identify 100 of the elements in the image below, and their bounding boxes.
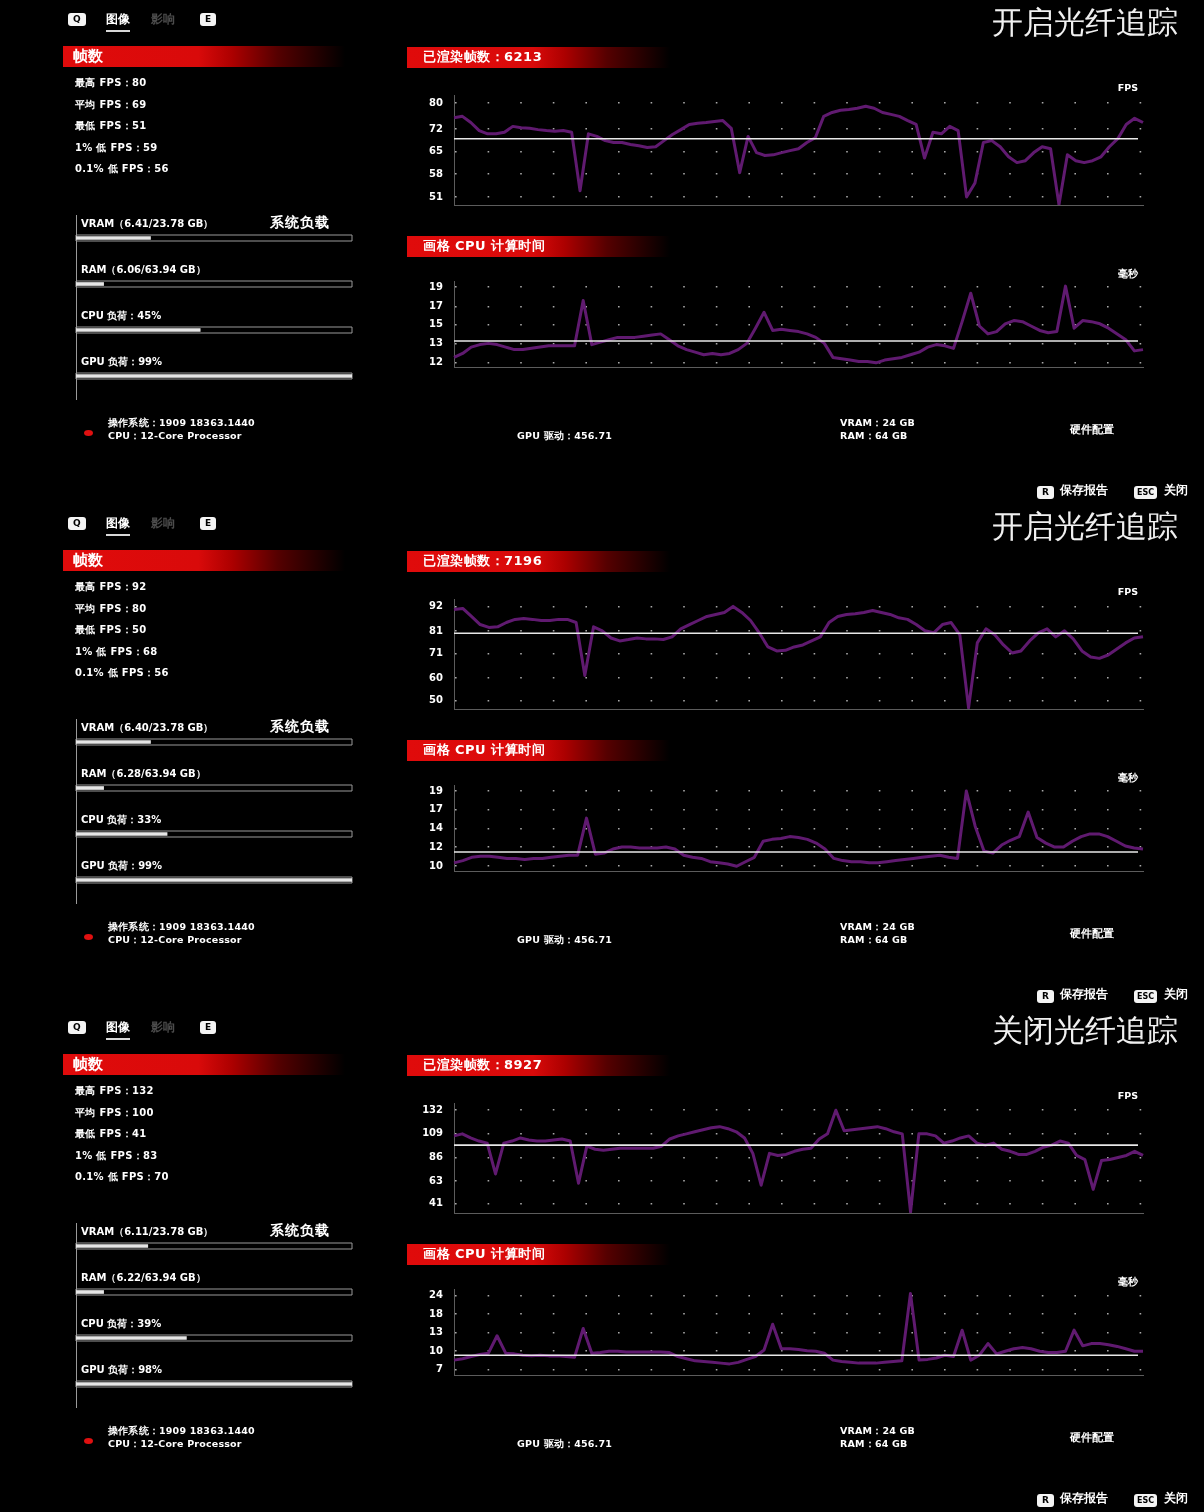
y-tick-label: GPU 负荷：99% <box>81 859 163 871</box>
y-tick-label: 7 <box>436 1363 444 1375</box>
text: 帧数 <box>73 1055 103 1074</box>
bar <box>76 282 104 286</box>
text: GPU 驱动：456.71 <box>517 1438 613 1450</box>
text: ESC <box>1134 1494 1158 1507</box>
text: 0.1% 低 FPS：70 <box>75 1171 169 1183</box>
y-tick-label: 80 <box>429 96 444 108</box>
text: 硬件配置 <box>1070 927 1114 941</box>
chart-title: 画格 CPU 计算时间 <box>423 238 546 254</box>
y-tick-label: RAM（6.06/63.94 GB） <box>81 263 206 275</box>
text: 保存报告 <box>1060 483 1108 498</box>
y-tick-label: 65 <box>429 145 444 157</box>
y-tick-label: CPU 负荷：33% <box>81 813 162 825</box>
text: 影响 <box>151 516 175 531</box>
y-axis-title: 毫秒 <box>1118 1276 1138 1288</box>
text: 开启光纤追踪 <box>992 5 1178 40</box>
text: R <box>1037 990 1054 1003</box>
text: 操作系统：1909 18363.1440 <box>108 921 255 933</box>
text: 最低 FPS：51 <box>75 120 147 132</box>
text: 0.1% 低 FPS：56 <box>75 163 169 175</box>
y-tick-label: GPU 负荷：99% <box>81 355 163 367</box>
text: 关闭光纤追踪 <box>992 1013 1178 1048</box>
text: VRAM：24 GB <box>840 1425 916 1437</box>
y-tick-label: 86 <box>429 1151 444 1163</box>
chart-title: 画格 CPU 计算时间 <box>423 1246 546 1262</box>
text: ESC <box>1134 486 1158 499</box>
text: 关闭 <box>1164 1491 1188 1506</box>
chart-title: 已渲染帧数：6213 <box>423 49 543 65</box>
text: 帧数 <box>73 47 103 66</box>
text: 最高 FPS：92 <box>75 581 147 593</box>
y-tick-label: VRAM（6.11/23.78 GB） <box>81 1225 214 1237</box>
text: 平均 FPS：100 <box>75 1106 154 1118</box>
text: R <box>1037 1494 1054 1507</box>
text: ESC <box>1134 990 1158 1003</box>
text: R <box>1037 486 1054 499</box>
y-axis-title: FPS <box>1117 586 1138 598</box>
y-tick-label: 12 <box>429 356 444 368</box>
bar <box>76 1244 149 1248</box>
y-tick-label: 50 <box>429 694 444 706</box>
y-tick-label: 24 <box>429 1289 444 1301</box>
y-tick-label: 51 <box>429 190 444 202</box>
text: VRAM：24 GB <box>840 921 916 933</box>
text: E <box>200 517 217 530</box>
y-tick-label: 19 <box>429 280 444 292</box>
text: 保存报告 <box>1060 1491 1108 1506</box>
text: 关闭 <box>1164 483 1188 498</box>
y-tick-label: 60 <box>429 671 444 683</box>
y-tick-label: 14 <box>429 822 444 834</box>
y-tick-label: VRAM（6.41/23.78 GB） <box>81 217 214 229</box>
y-tick-label: 71 <box>429 647 444 659</box>
y-tick-label: VRAM（6.40/23.78 GB） <box>81 721 214 733</box>
text: RAM：64 GB <box>840 1438 908 1450</box>
text: 帧数 <box>73 551 103 570</box>
y-tick-label: 17 <box>429 299 444 311</box>
y-tick-label: 18 <box>429 1307 444 1319</box>
y-tick-label: GPU 负荷：98% <box>81 1363 163 1375</box>
text: 保存报告 <box>1060 987 1108 1002</box>
text: 影响 <box>151 12 175 27</box>
y-tick-label: 13 <box>429 336 444 348</box>
bar <box>76 832 168 836</box>
text: 1% 低 FPS：68 <box>75 645 158 657</box>
text: 关闭 <box>1164 987 1188 1002</box>
bar <box>76 236 151 240</box>
text: 硬件配置 <box>1070 423 1114 437</box>
text: 图像 <box>106 12 130 32</box>
text: CPU：12-Core Processor <box>108 934 242 946</box>
y-tick-label: 10 <box>429 859 444 871</box>
text: 平均 FPS：69 <box>75 98 147 110</box>
chart-title: 系统负载 <box>270 214 330 231</box>
bar <box>76 740 151 744</box>
text: 最低 FPS：50 <box>75 624 147 636</box>
text: 最低 FPS：41 <box>75 1128 147 1140</box>
y-tick-label: 81 <box>429 624 444 636</box>
text: RAM：64 GB <box>840 430 908 442</box>
y-tick-label: 41 <box>429 1197 444 1209</box>
text: GPU 驱动：456.71 <box>517 430 613 442</box>
text: 最高 FPS：80 <box>75 77 147 89</box>
text: 0.1% 低 FPS：56 <box>75 667 169 679</box>
text: 操作系统：1909 18363.1440 <box>108 1425 255 1437</box>
text: Q <box>68 1021 86 1034</box>
text: 硬件配置 <box>1070 1431 1114 1445</box>
y-axis-title: FPS <box>1117 1090 1138 1102</box>
y-tick-label: 10 <box>429 1344 444 1356</box>
y-tick-label: 17 <box>429 803 444 815</box>
text: 最高 FPS：132 <box>75 1085 154 1097</box>
y-tick-label: RAM（6.28/63.94 GB） <box>81 767 206 779</box>
y-tick-label: CPU 负荷：45% <box>81 309 162 321</box>
text: 1% 低 FPS：83 <box>75 1149 158 1161</box>
chart-title: 已渲染帧数：7196 <box>423 553 543 569</box>
chart-title: 画格 CPU 计算时间 <box>423 742 546 758</box>
y-tick-label: 109 <box>422 1127 444 1139</box>
y-tick-label: 19 <box>429 784 444 796</box>
bar <box>76 1336 187 1340</box>
text: 平均 FPS：80 <box>75 602 147 614</box>
chart-title: 系统负载 <box>270 1222 330 1239</box>
y-axis-title: 毫秒 <box>1118 268 1138 280</box>
y-tick-label: 13 <box>429 1326 444 1338</box>
text: RAM：64 GB <box>840 934 908 946</box>
y-tick-label: 15 <box>429 318 444 330</box>
